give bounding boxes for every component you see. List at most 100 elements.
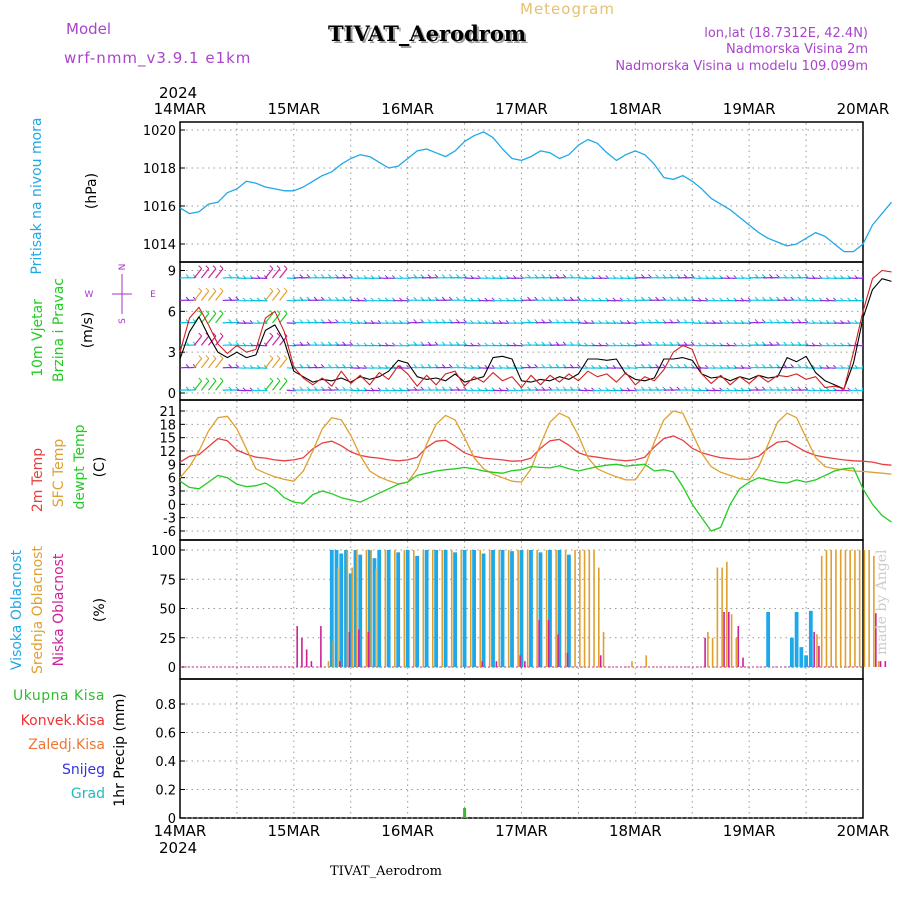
wind-barb-flag <box>306 364 311 368</box>
precip-legend-frozen: Zaledj.Kisa <box>28 737 105 753</box>
wind-barb-flag <box>683 364 688 368</box>
cloud-bar-cloud_mid <box>356 550 358 667</box>
wind-barb-flag <box>420 319 425 323</box>
wind-barb <box>207 313 217 324</box>
y-tick-label: 1016 <box>143 200 176 215</box>
cloud-bar-cloud_high <box>424 550 429 667</box>
wind-barb-flag <box>299 341 304 346</box>
wind-barb-flag <box>420 364 425 368</box>
cloud-bar-cloud_mid <box>536 550 538 667</box>
bottom-tick-label: 20MAR <box>837 822 890 840</box>
wind-barb-flag <box>534 319 538 323</box>
footer-station: TIVAT_Aerodrom <box>330 864 442 879</box>
cloud-bar-cloud_mid <box>507 550 510 667</box>
cloud-bar-cloud_high <box>500 550 505 667</box>
cloud-bar-cloud_low <box>813 631 815 667</box>
wind-barb-flag <box>790 364 795 368</box>
wind-barb-flag <box>655 296 659 301</box>
cloud-bar-cloud_mid <box>332 641 334 667</box>
wind-barb <box>264 358 274 369</box>
wind-barb-flag <box>299 364 304 368</box>
compass-s: S <box>118 318 128 324</box>
wind-barb-flag <box>269 265 274 269</box>
wind-barb-flag <box>320 341 325 346</box>
wind-barb-flag <box>548 274 553 278</box>
temp-side-label-2: SFC Temp <box>51 439 67 508</box>
y-tick-label: 6 <box>168 472 176 487</box>
y-tick-label: 25 <box>159 632 176 647</box>
cloud-bar-cloud_low <box>818 645 820 667</box>
wind-barb-flag <box>797 386 802 391</box>
wind-barb-flag <box>790 319 795 323</box>
wind-barb-flag <box>212 310 217 314</box>
cloud-bar-cloud_mid <box>403 550 406 667</box>
wind-barb-flag <box>776 274 780 278</box>
y-tick-label: 1018 <box>143 162 176 177</box>
cloud-bar-cloud_low <box>879 661 882 667</box>
wind-barb-flag <box>534 296 538 301</box>
cloud-bar-cloud_mid <box>422 550 425 667</box>
wind-barb-flag <box>320 296 325 301</box>
wind-barb-flag <box>427 386 432 391</box>
cloud-bar-cloud_low <box>704 637 706 667</box>
top-year-label: 2024 <box>159 84 197 102</box>
wind-barb-flag <box>455 386 460 391</box>
y-tick-label: 0.6 <box>155 727 176 742</box>
cloud-bar-cloud_mid <box>716 567 719 667</box>
wind-barb <box>215 380 224 391</box>
wind-barb-flag <box>797 274 802 278</box>
wind-barb <box>279 290 288 301</box>
wind-barb-flag <box>797 319 802 323</box>
wind-barb-flag <box>669 386 674 391</box>
cloud-bar-cloud_high <box>434 550 439 667</box>
wind-barb-flag <box>569 296 574 301</box>
wind-barb-flag <box>299 386 304 391</box>
wind-barb-flag <box>198 265 203 269</box>
bottom-tick-label: 18MAR <box>609 822 662 840</box>
wind-barb-flag <box>235 319 240 323</box>
y-tick-label: 0 <box>168 661 176 676</box>
wind-barb <box>279 313 288 324</box>
wind-barb-flag <box>198 377 203 382</box>
wind-barb-flag <box>669 296 674 301</box>
wind-barb-flag <box>569 364 574 368</box>
wind-barb-flag <box>541 274 546 278</box>
wind-barb-flag <box>434 319 439 323</box>
wind-barb-flag <box>185 341 190 346</box>
wind-barb-flag <box>205 310 210 314</box>
cloud-bar-cloud_low <box>737 626 740 667</box>
bottom-tick-label: 17MAR <box>495 822 548 840</box>
wind-barb-flag <box>576 386 581 391</box>
wind-barb-flag <box>662 274 667 278</box>
wind-barb-flag <box>205 287 210 292</box>
cloud-bar-cloud_mid <box>645 655 648 667</box>
cloud-bar-cloud_mid <box>564 550 567 667</box>
wind-barb-flag <box>349 386 353 391</box>
wind-barb-flag <box>769 296 773 301</box>
cloud-bar-cloud_low <box>367 631 370 667</box>
wind-barb-flag <box>335 296 339 301</box>
wind-barb-flag <box>342 341 346 346</box>
wind-barb-flag <box>228 341 233 346</box>
wind-barb-flag <box>676 364 681 368</box>
compass-w: W <box>85 290 94 300</box>
wind-barb <box>264 313 274 324</box>
wind-barb-flag <box>269 377 274 382</box>
wind-barb-flag <box>313 364 318 368</box>
wind-barb-flag <box>683 296 688 301</box>
cloud-bar-cloud_mid <box>597 567 600 667</box>
wind-barb-flag <box>534 274 538 278</box>
y-tick-label: 21 <box>159 405 176 420</box>
cloud-bar-cloud_high <box>804 655 808 667</box>
wind-barb-flag <box>198 355 203 359</box>
wind-barb-flag <box>427 364 432 368</box>
wind-barb-flag <box>455 296 460 301</box>
wind-barb-flag <box>576 296 581 301</box>
wind-barb-flag <box>783 341 787 346</box>
wind-barb-flag <box>754 274 759 278</box>
wind-barb-flag <box>527 364 531 368</box>
wind-barb-flag <box>669 319 674 323</box>
wind-barb-flag <box>448 274 453 278</box>
y-tick-label: 3 <box>168 346 176 361</box>
